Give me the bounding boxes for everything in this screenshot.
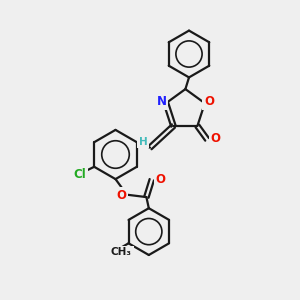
Text: H: H [139, 136, 148, 147]
Text: O: O [116, 189, 127, 202]
Text: CH₃: CH₃ [111, 247, 132, 257]
Text: N: N [157, 95, 167, 108]
Text: O: O [155, 172, 165, 186]
Text: Cl: Cl [74, 168, 86, 181]
Text: O: O [211, 132, 220, 145]
Text: O: O [204, 95, 214, 109]
